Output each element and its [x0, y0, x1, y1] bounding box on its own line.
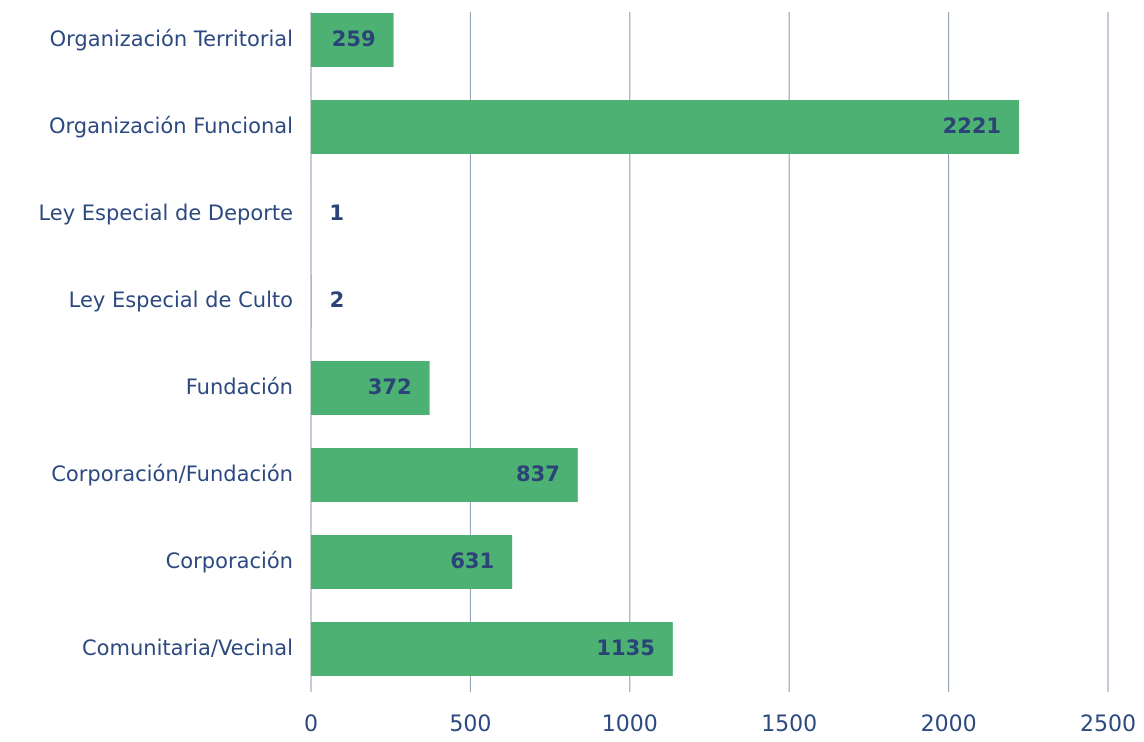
bar — [311, 622, 673, 676]
value-label: 1135 — [596, 636, 654, 660]
value-label: 372 — [368, 375, 412, 399]
bar — [311, 274, 312, 328]
y-tick-label: Comunitaria/Vecinal — [82, 636, 293, 660]
bar — [311, 535, 513, 589]
x-tick-label: 2500 — [1080, 712, 1136, 737]
x-tick-label: 1000 — [602, 712, 658, 737]
bar — [311, 361, 430, 415]
y-tick-label: Corporación/Fundación — [51, 462, 293, 486]
y-tick-label: Corporación — [166, 549, 293, 573]
value-label: 1 — [329, 201, 344, 225]
y-tick-label: Organización Funcional — [49, 114, 293, 138]
value-label: 259 — [332, 27, 376, 51]
value-label: 631 — [450, 549, 494, 573]
x-tick-label: 2000 — [921, 712, 977, 737]
x-tick-label: 1500 — [761, 712, 817, 737]
x-tick-label: 0 — [304, 712, 318, 737]
value-label: 2 — [330, 288, 345, 312]
value-label: 837 — [516, 462, 560, 486]
value-label: 2221 — [943, 114, 1001, 138]
bar — [311, 100, 1020, 154]
y-tick-label: Organización Territorial — [50, 27, 293, 51]
y-tick-label: Ley Especial de Deporte — [38, 201, 293, 225]
x-tick-label: 500 — [449, 712, 491, 737]
y-tick-label: Ley Especial de Culto — [69, 288, 293, 312]
bar — [311, 448, 578, 502]
y-tick-label: Fundación — [186, 375, 293, 399]
bar — [311, 13, 394, 67]
